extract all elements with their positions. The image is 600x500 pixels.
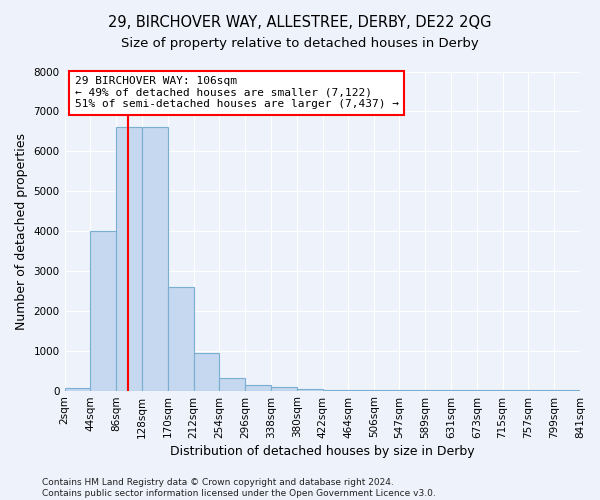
Y-axis label: Number of detached properties: Number of detached properties	[15, 132, 28, 330]
Bar	[142, 128, 168, 390]
Text: 29 BIRCHOVER WAY: 106sqm
← 49% of detached houses are smaller (7,122)
51% of sem: 29 BIRCHOVER WAY: 106sqm ← 49% of detach…	[75, 76, 399, 110]
Text: Size of property relative to detached houses in Derby: Size of property relative to detached ho…	[121, 38, 479, 51]
Bar	[65, 388, 91, 390]
Bar	[194, 352, 220, 391]
Text: Contains HM Land Registry data © Crown copyright and database right 2024.
Contai: Contains HM Land Registry data © Crown c…	[42, 478, 436, 498]
Text: 29, BIRCHOVER WAY, ALLESTREE, DERBY, DE22 2QG: 29, BIRCHOVER WAY, ALLESTREE, DERBY, DE2…	[108, 15, 492, 30]
Bar	[271, 388, 297, 390]
X-axis label: Distribution of detached houses by size in Derby: Distribution of detached houses by size …	[170, 444, 475, 458]
Bar	[91, 231, 116, 390]
Bar	[116, 128, 142, 390]
Bar	[220, 378, 245, 390]
Bar	[168, 287, 194, 391]
Bar	[245, 386, 271, 390]
